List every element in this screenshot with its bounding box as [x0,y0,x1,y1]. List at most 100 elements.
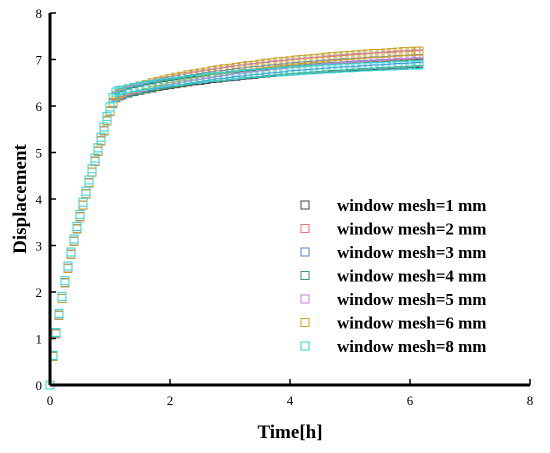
data-point [357,62,367,72]
legend-marker [300,247,310,257]
data-point [231,62,241,72]
data-point [147,80,157,90]
data-point [201,73,211,83]
y-tick-label: 1 [36,332,43,347]
data-point [267,58,277,68]
data-point [297,55,307,64]
data-point [273,57,283,67]
data-point [102,112,112,122]
data-point [351,50,361,60]
y-tick-label: 5 [36,146,43,161]
data-point [207,66,217,76]
data-point [111,87,121,97]
x-tick-label: 0 [47,393,54,408]
data-point [213,72,223,82]
data-point [159,78,169,88]
legend-label: window mesh=4 mm [337,267,486,286]
x-tick-label: 6 [407,393,414,408]
data-point [153,79,163,89]
data-point [393,61,403,71]
data-point [273,67,283,77]
legend-label: window mesh=3 mm [337,243,486,262]
data-point [363,62,373,72]
legend-marker [300,318,310,327]
data-point [117,85,127,95]
data-point [189,74,199,84]
data-point [219,64,229,74]
data-point [93,143,103,153]
data-point [285,66,295,76]
data-point [333,63,343,73]
y-tick-label: 2 [36,285,43,300]
data-point [261,68,271,78]
data-point [243,69,253,79]
data-point [72,221,82,231]
x-tick-label: 8 [527,393,534,408]
data-point [309,54,319,64]
data-point [357,49,367,59]
legend-label: window mesh=8 mm [337,337,486,356]
legend-label: window mesh=2 mm [337,220,486,239]
x-axis-title: Time[h] [257,422,322,443]
x-tick-label: 2 [167,393,174,408]
data-point [327,64,337,74]
data-point [54,308,64,318]
data-point [99,122,109,132]
data-point [375,61,385,71]
data-point [339,51,349,61]
data-point [381,61,391,71]
data-point [84,175,94,185]
data-point [123,84,133,94]
data-point [75,209,85,219]
data-point [399,47,409,57]
data-point [108,97,118,107]
data-point [261,58,271,68]
data-point [321,52,331,62]
legend-item: window mesh=3 mm [300,243,486,262]
legend-label: window mesh=6 mm [337,314,486,333]
data-point [129,82,139,92]
data-point [255,68,265,78]
data-point [339,63,349,73]
data-point [237,69,247,79]
data-point [189,69,199,79]
data-point [135,81,145,91]
data-point [387,48,397,58]
data-point [393,47,403,57]
data-point [66,247,76,257]
legend-item: window mesh=5 mm [300,290,486,309]
data-point [177,75,187,85]
data-point [345,50,355,60]
legend-marker [300,224,310,233]
x-tick-label: 4 [287,393,294,408]
data-point [267,67,277,77]
data-point [375,48,385,58]
data-point [405,60,415,70]
data-point [219,71,229,81]
data-point [321,64,331,74]
data-point [363,49,373,59]
data-point [387,61,397,71]
data-point [90,153,100,163]
data-point [141,81,151,91]
data-point [327,52,337,62]
data-point [249,68,259,78]
data-point [78,197,88,207]
y-tick-label: 3 [36,239,43,254]
data-point [303,65,313,75]
data-point [171,76,181,86]
legend: window mesh=1 mm window mesh=2 mm window m… [300,196,486,356]
data-point [309,65,319,75]
legend-marker [300,271,310,280]
legend-item: window mesh=6 mm [300,314,486,333]
legend-item: window mesh=4 mm [300,267,486,286]
data-point [231,70,241,80]
legend-label: window mesh=5 mm [337,290,486,309]
legend-marker [300,341,310,351]
data-point [207,72,217,82]
data-point [96,132,106,142]
legend-marker [300,200,310,210]
data-point [81,186,91,196]
data-point [333,51,343,61]
data-point [285,56,295,66]
